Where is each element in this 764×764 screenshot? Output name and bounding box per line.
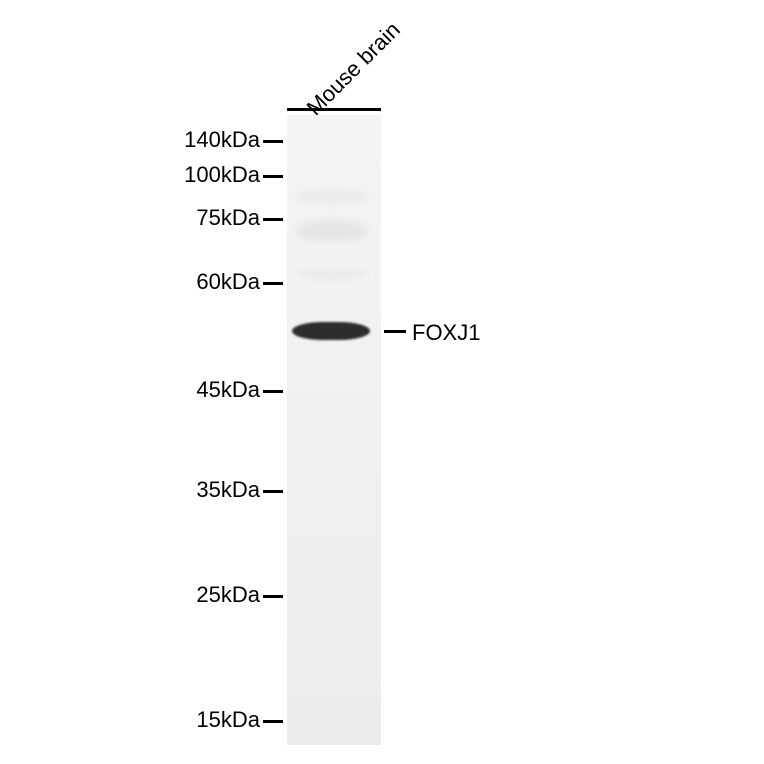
mw-marker-tick	[263, 140, 283, 143]
blot-band	[296, 190, 368, 204]
mw-marker-label: 100kDa	[0, 162, 260, 188]
blot-band	[296, 220, 368, 242]
lane-strip	[287, 115, 381, 745]
lane-label: Mouse brain	[302, 17, 406, 121]
mw-marker-label: 140kDa	[0, 127, 260, 153]
protein-annotation-label: FOXJ1	[412, 320, 480, 346]
blot-band	[296, 268, 368, 280]
mw-marker-label: 35kDa	[0, 477, 260, 503]
mw-marker-label: 45kDa	[0, 377, 260, 403]
mw-marker-label: 15kDa	[0, 707, 260, 733]
protein-annotation-tick	[384, 330, 406, 333]
mw-marker-tick	[263, 282, 283, 285]
mw-marker-label: 60kDa	[0, 269, 260, 295]
blot-band	[292, 322, 370, 340]
lane-bracket	[287, 108, 381, 111]
mw-marker-tick	[263, 390, 283, 393]
mw-marker-tick	[263, 490, 283, 493]
mw-marker-tick	[263, 595, 283, 598]
blot-figure: Mouse brain 140kDa 100kDa 75kDa 60kDa 45kDa 3…	[0, 0, 764, 764]
mw-marker-tick	[263, 720, 283, 723]
mw-marker-label: 75kDa	[0, 205, 260, 231]
mw-marker-tick	[263, 175, 283, 178]
mw-marker-label: 25kDa	[0, 582, 260, 608]
mw-marker-tick	[263, 218, 283, 221]
